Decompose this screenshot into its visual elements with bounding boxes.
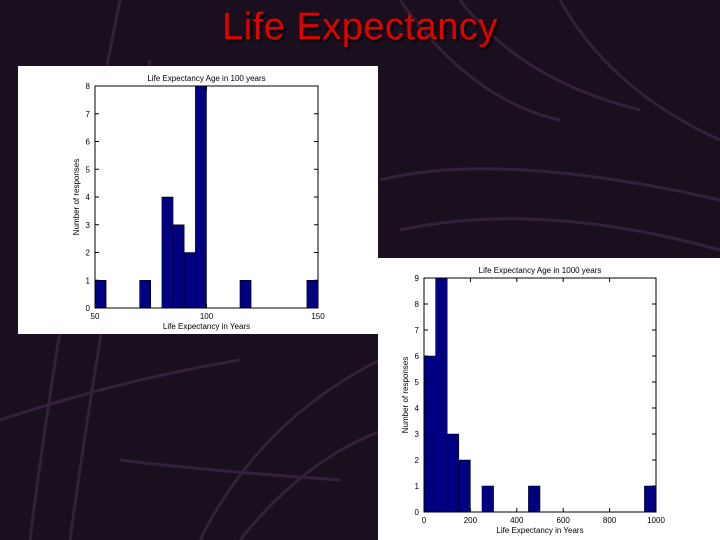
histogram-bar — [183, 252, 196, 309]
histogram-bar — [161, 196, 174, 309]
x-tick-label: 0 — [422, 516, 427, 525]
y-tick-label: 0 — [415, 508, 420, 517]
y-tick-label: 2 — [86, 249, 91, 258]
y-tick-label: 7 — [86, 110, 91, 119]
histogram-100-years-panel: 0 1 2 3 4 5 6 7 8 50 100 150 Life Expectancy Age in … — [18, 66, 378, 334]
y-tick-label: 8 — [415, 300, 420, 309]
histogram-100-years: 0 1 2 3 4 5 6 7 8 50 100 150 Life Expectancy Age in … — [72, 74, 325, 331]
x-tick-label: 1000 — [647, 516, 665, 525]
x-tick-label: 50 — [91, 312, 100, 321]
y-tick-label: 1 — [86, 276, 91, 285]
y-axis-label: Number of responses — [401, 357, 410, 433]
plot-frame — [423, 277, 657, 513]
x-tick-label: 150 — [311, 312, 325, 321]
y-tick-label: 2 — [415, 456, 420, 465]
slide-title: Life Expectancy — [222, 6, 498, 48]
histogram-bar — [239, 280, 252, 309]
x-tick-label: 200 — [464, 516, 478, 525]
y-tick-label: 6 — [86, 138, 91, 147]
x-axis-label: Life Expectancy in Years — [496, 526, 583, 535]
x-tick-label: 400 — [510, 516, 524, 525]
histogram-bar — [139, 280, 151, 309]
histogram-1000-years: 0 1 2 3 4 5 6 7 8 9 0 200 400 600 800 1000 Life Expectan… — [401, 266, 665, 535]
x-axis-label: Life Expectancy in Years — [163, 322, 250, 331]
y-tick-label: 0 — [86, 304, 91, 313]
x-tick-label: 600 — [557, 516, 571, 525]
histogram-bar — [481, 485, 494, 513]
histogram-bar — [458, 459, 471, 513]
histogram-bar — [172, 224, 185, 309]
histogram-bar — [94, 280, 107, 309]
y-tick-label: 3 — [415, 430, 420, 439]
y-tick-label: 3 — [86, 221, 91, 230]
histogram-bar — [446, 433, 460, 513]
y-tick-label: 9 — [415, 274, 420, 283]
y-tick-label: 8 — [86, 82, 91, 91]
histogram-bar — [644, 485, 657, 513]
x-tick-label: 800 — [603, 516, 617, 525]
y-tick-label: 5 — [86, 165, 91, 174]
chart-title: Life Expectancy Age in 1000 years — [479, 266, 602, 275]
x-tick-label: 100 — [200, 312, 214, 321]
y-tick-label: 7 — [415, 326, 420, 335]
histogram-1000-years-panel: 0 1 2 3 4 5 6 7 8 9 0 200 400 600 800 1000 Life Expectan… — [378, 258, 720, 540]
y-tick-label: 4 — [415, 404, 420, 413]
histogram-bar — [435, 277, 448, 513]
y-tick-label: 6 — [415, 352, 420, 361]
y-tick-label: 4 — [86, 193, 91, 202]
histogram-bar — [306, 280, 319, 309]
y-tick-label: 1 — [415, 482, 420, 491]
y-tick-label: 5 — [415, 378, 420, 387]
y-axis-label: Number of responses — [72, 159, 81, 235]
histogram-bar — [528, 485, 541, 513]
chart-title: Life Expectancy Age in 100 years — [147, 74, 265, 83]
histogram-bar — [195, 85, 207, 309]
